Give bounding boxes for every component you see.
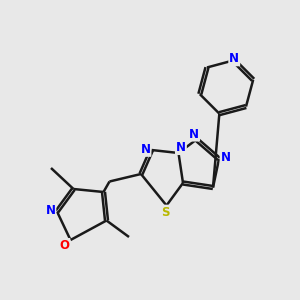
Text: N: N — [229, 52, 239, 65]
Text: N: N — [176, 141, 186, 154]
Text: N: N — [45, 203, 56, 217]
Text: S: S — [161, 206, 169, 219]
Text: O: O — [59, 239, 70, 252]
Text: N: N — [140, 143, 151, 156]
Text: N: N — [220, 151, 231, 164]
Text: N: N — [189, 128, 199, 141]
